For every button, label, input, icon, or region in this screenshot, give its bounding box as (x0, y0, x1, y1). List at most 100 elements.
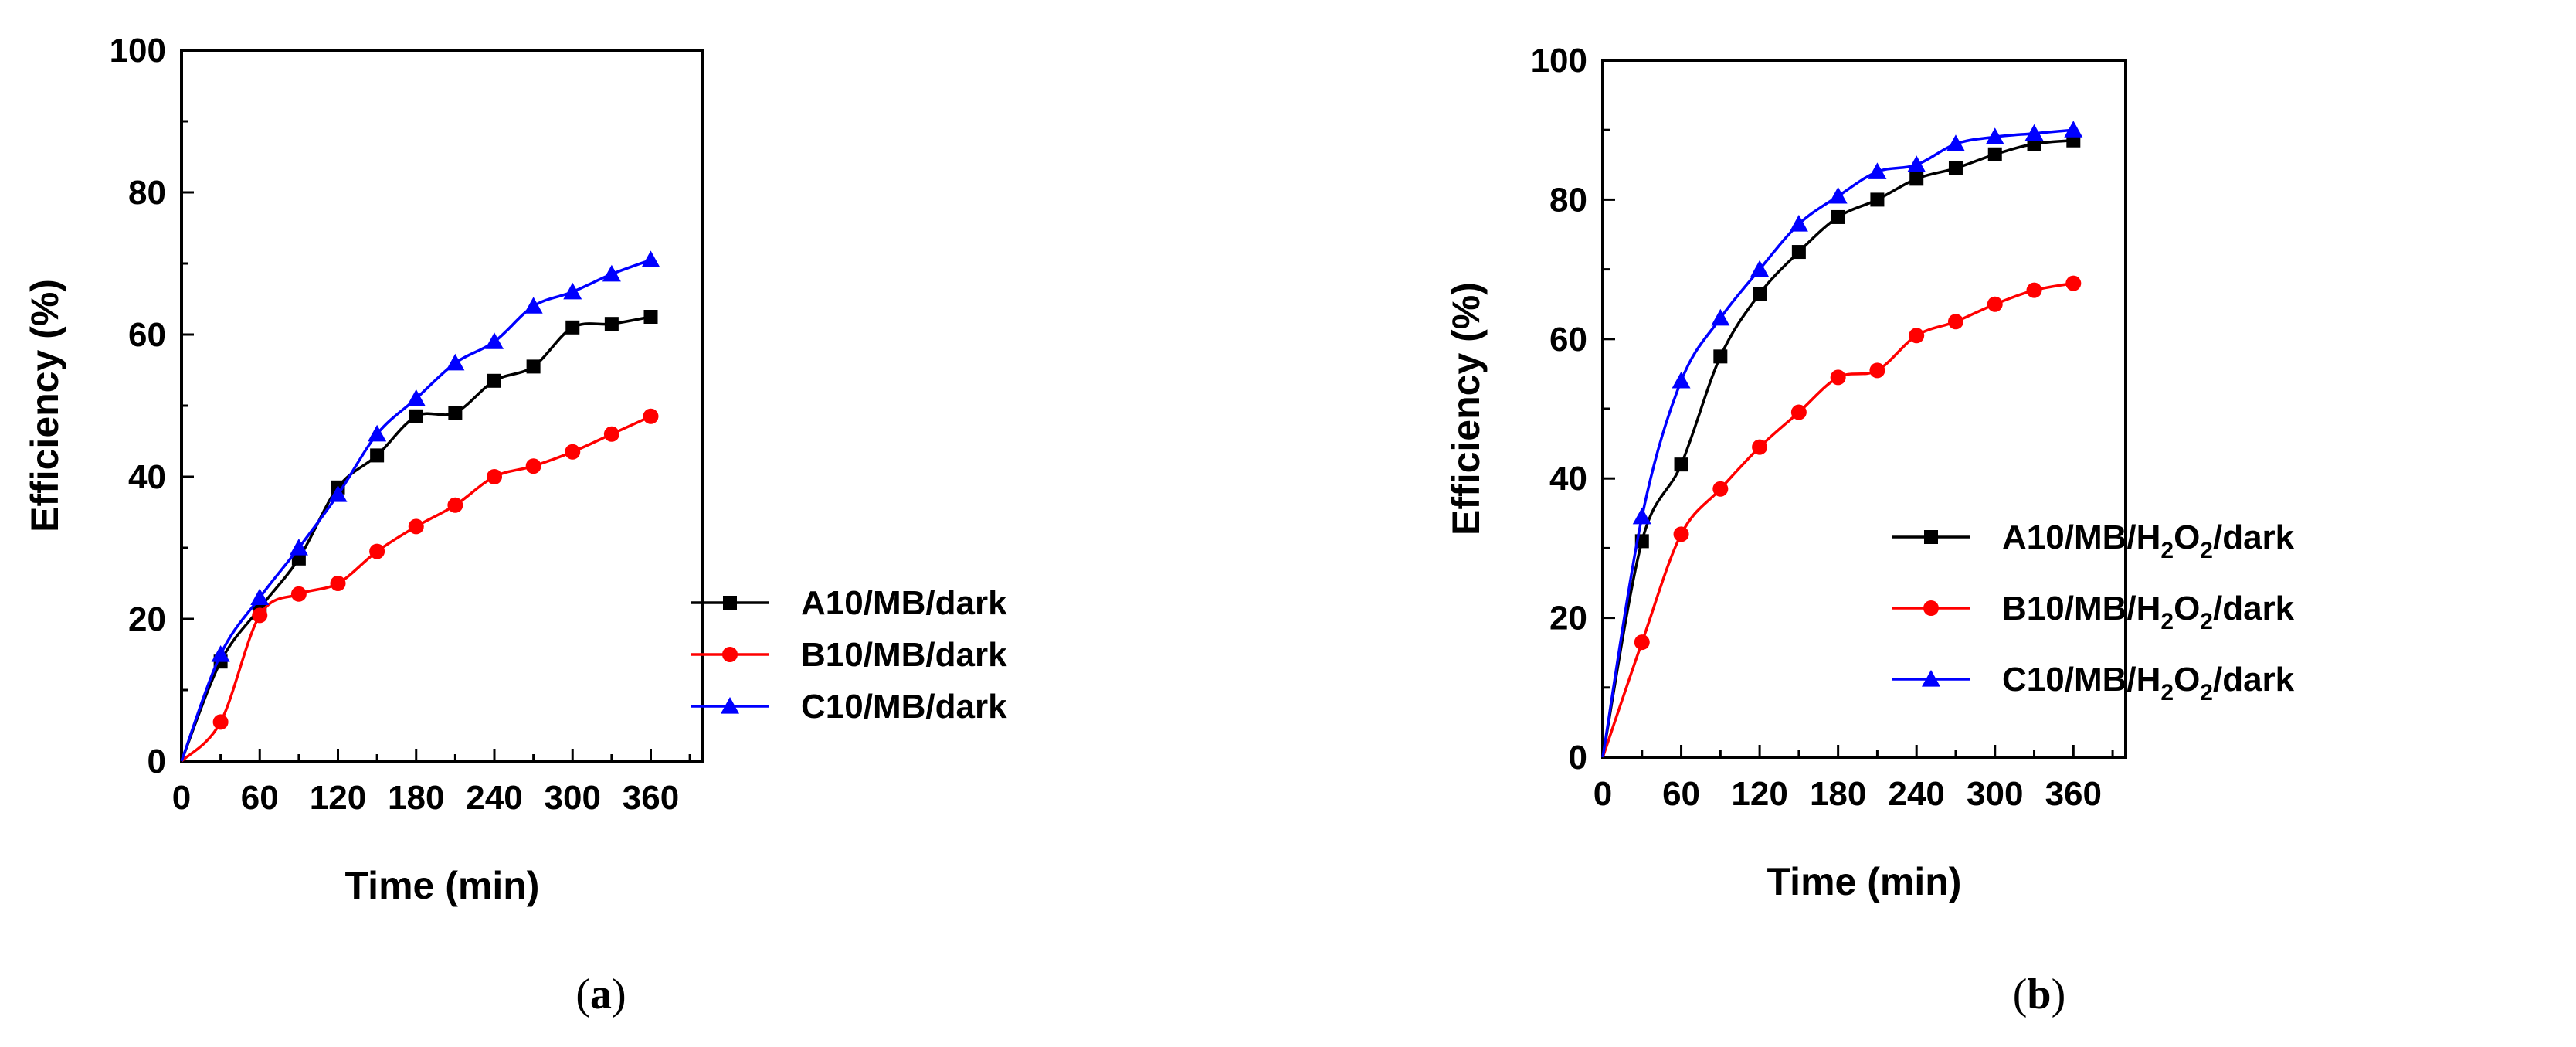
data-point-a-2 (290, 586, 307, 602)
y-tick-label-a: 100 (110, 32, 166, 70)
legend-b: A10/MB/H2O2/darkB10/MB/H2O2/darkC10/MB/H… (1892, 518, 2295, 705)
data-point-b-3 (1632, 507, 1651, 525)
legend-text-part: B10/MB/dark (801, 636, 1007, 674)
x-tick-label-b: 180 (1810, 775, 1866, 813)
y-tick-label-b: 100 (1531, 42, 1587, 80)
plot-frame-a (180, 49, 704, 763)
y-tick-label-a: 60 (128, 316, 166, 354)
y-tick-label-a: 20 (128, 600, 166, 638)
data-point-a-3 (368, 424, 387, 442)
legend-label-a-2: B10/MB/dark (801, 636, 1007, 674)
legend-subscript: 2 (2160, 538, 2174, 563)
legend-label-a-3: C10/MB/dark (801, 688, 1007, 726)
data-point-b-3 (1750, 260, 1770, 277)
data-point-b-2 (1830, 369, 1846, 386)
series-line-b-2 (1601, 281, 2074, 758)
data-point-a-1 (370, 448, 385, 463)
panel-label-paren: ) (2052, 971, 2066, 1018)
data-point-b-3 (2064, 121, 2083, 138)
x-tick-label-b: 60 (1662, 775, 1700, 813)
panel-label-letter: a (590, 971, 612, 1018)
x-tick-label-a: 360 (623, 779, 679, 817)
series-b-3 (1601, 121, 2083, 758)
x-tick-label-b: 0 (1593, 775, 1612, 813)
data-point-a-2 (643, 408, 659, 424)
data-point-b-1 (1753, 287, 1767, 301)
legend-text-part: C10/MB/dark (801, 688, 1007, 726)
data-point-b-2 (2065, 275, 2082, 291)
legend-item-b-3: C10/MB/H2O2/dark (1892, 661, 2295, 705)
legend-marker-a-1 (723, 596, 737, 610)
legend-text-part: O (2174, 518, 2200, 556)
x-tick-label-b: 240 (1888, 775, 1944, 813)
data-point-b-1 (1987, 147, 2002, 161)
data-point-a-3 (641, 250, 660, 267)
x-tick-label-a: 300 (545, 779, 601, 817)
legend-marker-b-3 (1922, 670, 1940, 687)
data-point-a-1 (409, 409, 423, 423)
legend-marker-b-1 (1924, 530, 1938, 544)
data-point-b-2 (1947, 314, 1963, 330)
data-point-b-3 (2024, 124, 2044, 141)
legend-text-part: /dark (2213, 661, 2295, 699)
data-point-b-3 (1828, 186, 1848, 204)
series-line-a-1 (180, 315, 651, 762)
data-point-b-1 (1948, 161, 1963, 175)
y-axis-title-a: Efficiency (%) (23, 279, 66, 532)
series-a-1 (180, 310, 658, 762)
data-point-b-2 (1752, 439, 1768, 455)
series-a-3 (180, 250, 660, 762)
legend-label-b-1: A10/MB/H2O2/dark (2002, 518, 2295, 563)
data-point-b-1 (1713, 349, 1728, 364)
y-tick-label-b: 80 (1549, 181, 1587, 219)
legend-marker-a-3 (721, 697, 739, 714)
series-line-a-3 (180, 258, 652, 762)
x-tick-label-b: 300 (1967, 775, 2023, 813)
data-point-b-2 (1869, 362, 1885, 379)
data-point-a-3 (602, 264, 621, 282)
data-point-a-3 (485, 332, 504, 349)
legend-subscript: 2 (2200, 538, 2213, 563)
panel-label-b: (b) (2013, 971, 2065, 1018)
data-point-a-2 (212, 714, 229, 730)
data-point-a-3 (446, 353, 465, 371)
legend-subscript: 2 (2160, 680, 2174, 705)
chart-panel-b: 0 60 120 180 240 300 360 0 20 40 60 80 100 Time (min)… (1444, 42, 2295, 1018)
legend-item-a-1: A10/MB/dark (691, 584, 1007, 622)
y-tick-label-a: 0 (148, 743, 166, 780)
legend-a: A10/MB/dark B10/MB/dark C10/MB/dark (691, 584, 1007, 726)
data-point-b-1 (1674, 457, 1688, 472)
y-tick-label-a: 80 (128, 174, 166, 212)
panel-label-letter: b (2027, 971, 2051, 1018)
legend-marker-b-2 (1923, 600, 1939, 616)
data-point-a-1 (604, 317, 619, 331)
series-a-2 (180, 408, 659, 763)
plot-frame-b (1601, 59, 2127, 759)
legend-label-b-3: C10/MB/H2O2/dark (2002, 661, 2295, 705)
data-point-b-3 (1672, 371, 1691, 389)
legend-subscript: 2 (2200, 609, 2213, 634)
panel-label-paren: ( (2013, 971, 2028, 1018)
data-point-a-3 (289, 539, 308, 556)
y-tick-label-b: 40 (1549, 460, 1587, 498)
legend-label-a-1: A10/MB/dark (801, 584, 1007, 622)
chart-panel-a: 0 60 120 180 240 300 360 0 20 40 60 80 100 Time (min)… (23, 32, 1007, 1018)
y-tick-label-b: 20 (1549, 600, 1587, 637)
series-line-a-2 (180, 415, 652, 763)
x-tick-label-a: 180 (388, 779, 444, 817)
data-point-b-1 (1831, 209, 1845, 224)
data-point-b-2 (1712, 481, 1729, 497)
data-point-a-3 (328, 485, 348, 502)
data-point-b-1 (1791, 245, 1806, 260)
x-axis-title-b: Time (min) (1767, 860, 1962, 903)
data-point-b-2 (1790, 404, 1807, 420)
data-point-b-3 (1789, 214, 1808, 232)
data-point-b-3 (1711, 308, 1730, 326)
data-point-b-2 (2026, 282, 2042, 298)
data-point-b-2 (1634, 634, 1650, 651)
y-tick-label-a: 40 (128, 458, 166, 496)
data-point-a-3 (524, 297, 543, 314)
series-b-2 (1601, 275, 2082, 758)
data-point-a-2 (252, 607, 268, 624)
